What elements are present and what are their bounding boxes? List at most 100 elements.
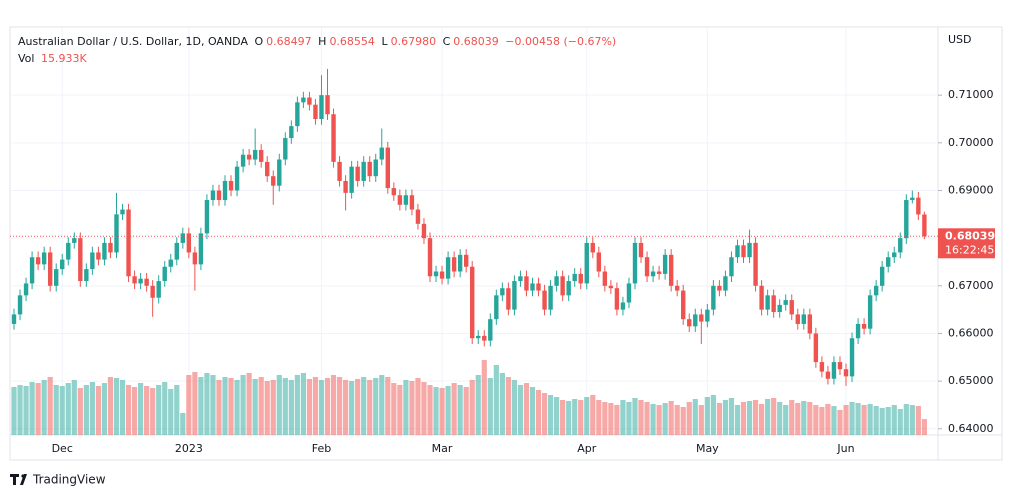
candle-body (150, 285, 155, 298)
candle-body (186, 233, 192, 253)
volume-bar (168, 389, 174, 435)
candle-body (445, 257, 451, 279)
volume-bar (897, 409, 903, 435)
candle-body (289, 126, 294, 139)
volume-bar (861, 405, 867, 435)
candle-body (265, 161, 270, 177)
candle-body (240, 154, 246, 167)
candle-body (11, 314, 17, 324)
volume-bar (379, 375, 385, 435)
candle-body (470, 266, 475, 339)
candle-body (162, 266, 167, 282)
candle-body (614, 288, 620, 310)
candle-body (922, 214, 927, 237)
volume-bar (825, 404, 831, 435)
volume-bar (222, 377, 228, 435)
volume-bar (282, 378, 288, 435)
volume-bar (457, 385, 463, 435)
volume-bar (511, 380, 518, 435)
countdown: 16:22:45 (945, 243, 994, 256)
candle-body (156, 281, 161, 298)
candle-body (337, 161, 342, 181)
volume-bar (529, 387, 536, 435)
candle-body (650, 271, 656, 277)
candle-body (801, 314, 807, 324)
volume-bar (855, 403, 861, 435)
volume-bar (795, 403, 801, 435)
candle-body (879, 266, 885, 286)
volume-bar (427, 385, 433, 435)
candle-body (747, 242, 752, 258)
volume-bar (17, 385, 23, 435)
candle-body (403, 195, 409, 205)
y-tick-label: 0.70000 (948, 136, 994, 149)
candle-body (451, 257, 457, 272)
candle-body (578, 273, 583, 284)
candle-body (886, 257, 891, 267)
candle-body (343, 180, 348, 193)
volume-bar (11, 387, 17, 435)
candle-body (602, 271, 608, 286)
candle-body (114, 214, 119, 253)
volume-bar (439, 388, 445, 435)
y-tick-label: 0.67000 (948, 279, 994, 292)
volume-bar (734, 405, 741, 435)
candle-body (331, 114, 336, 162)
candle-body (379, 147, 384, 160)
volume-bar (89, 382, 95, 435)
candle-body (759, 285, 764, 310)
candle-body (524, 276, 529, 291)
volume-bar (180, 413, 186, 435)
o-value: 0.68497 (266, 35, 312, 48)
candle-body (463, 254, 469, 267)
candle-body (457, 254, 463, 272)
candle-body (777, 304, 782, 313)
volume-bar (566, 401, 572, 435)
candle-body (23, 283, 29, 296)
candle-body (506, 288, 511, 310)
x-tick-label: Jun (836, 442, 854, 455)
candle-body (301, 97, 306, 103)
candle-body (723, 276, 728, 291)
volume-bar (807, 402, 813, 435)
x-tick-label: Dec (52, 442, 73, 455)
y-tick-label: 0.71000 (948, 88, 994, 101)
volume-bar (336, 377, 343, 435)
volume-bar (119, 380, 126, 435)
candle-body (216, 190, 222, 201)
y-tick-label: 0.66000 (948, 326, 994, 339)
volume-bar (35, 383, 41, 435)
volume-bar (409, 381, 415, 435)
volume-bar (451, 383, 457, 435)
price-tag (938, 228, 995, 259)
volume-bar (517, 385, 524, 435)
volume-bar (801, 401, 807, 435)
volume-bar (535, 390, 542, 435)
volume-bar (138, 383, 144, 435)
candle-body (783, 300, 788, 305)
volume-bar (590, 395, 596, 435)
candle-body (536, 283, 541, 291)
volume-bar (349, 381, 355, 435)
volume-bar (903, 404, 909, 435)
volume-bar (481, 360, 487, 435)
volume-legend: Vol 15.933K (18, 52, 90, 65)
volume-bar (445, 386, 451, 435)
y-tick-label: 0.65000 (948, 374, 994, 387)
volume-bar (819, 407, 825, 435)
volume-bar (915, 406, 921, 435)
candle-body (319, 95, 324, 119)
candle-body (855, 323, 861, 339)
x-tick-label: 2023 (175, 442, 203, 455)
volume-bar (391, 383, 397, 435)
volume-bar (704, 397, 710, 435)
candle-body (66, 242, 71, 260)
volume-bar (47, 377, 53, 435)
candle-body (102, 242, 107, 260)
candle-body (421, 223, 427, 239)
volume-bar (650, 404, 656, 435)
candle-body (626, 283, 632, 303)
volume-bar (131, 387, 138, 435)
volume-bar (421, 382, 427, 435)
volume-bar (77, 388, 83, 435)
